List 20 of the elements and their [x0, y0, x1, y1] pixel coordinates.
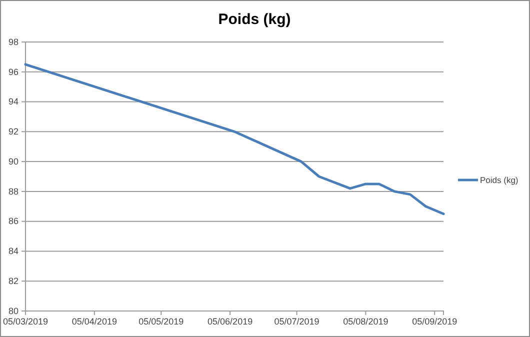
chart-title: Poids (kg)	[218, 11, 291, 28]
y-tick-label: 92	[8, 126, 18, 137]
line-series	[24, 63, 445, 216]
y-tick-label: 82	[8, 276, 18, 286]
x-tick-label: 05/06/2019	[208, 316, 253, 326]
y-tick-label: 84	[8, 246, 18, 256]
x-tick-label: 05/08/2019	[343, 316, 388, 326]
legend-label: Poids (kg)	[480, 175, 518, 185]
x-tick-label: 05/05/2019	[138, 316, 184, 326]
y-tick-label: 96	[8, 66, 18, 77]
y-tick-label: 88	[8, 186, 18, 196]
y-tick-label: 90	[8, 156, 18, 166]
x-tick-label: 05/07/2019	[274, 316, 320, 326]
y-tick-label: 80	[8, 306, 18, 316]
x-tick-label: 05/03/2019	[2, 316, 48, 326]
x-tick-label: 05/09/2019	[412, 316, 458, 326]
y-tick-label: 86	[8, 216, 18, 226]
y-tick-label: 98	[8, 36, 18, 47]
x-tick-label: 05/04/2019	[72, 316, 117, 326]
y-tick-label: 94	[8, 96, 18, 107]
